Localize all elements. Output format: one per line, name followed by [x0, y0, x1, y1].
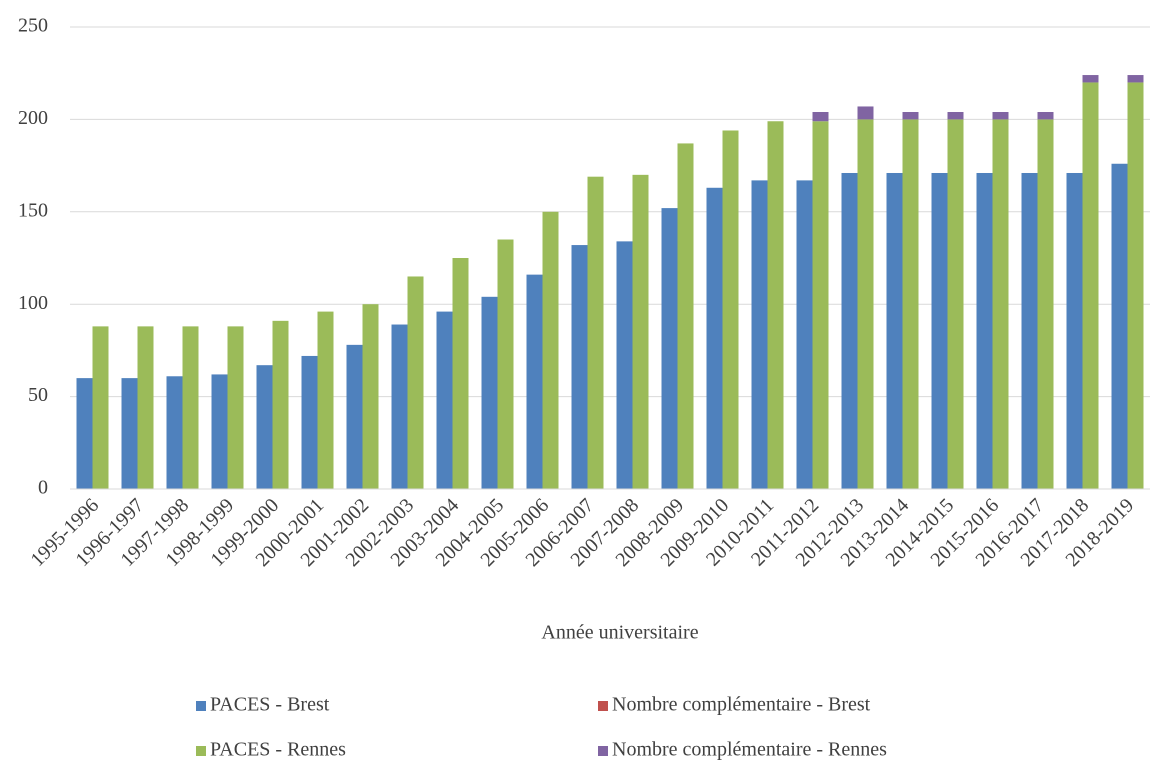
bar [497, 239, 514, 489]
bar [1037, 112, 1054, 120]
bar [841, 172, 858, 489]
y-tick-label: 100 [18, 292, 48, 314]
bar [857, 119, 874, 490]
bar [677, 143, 694, 489]
bar [1111, 163, 1128, 489]
legend-swatch [196, 701, 206, 711]
legend-swatch [598, 746, 608, 756]
bar [796, 180, 813, 489]
bar [1037, 119, 1054, 490]
bar [391, 324, 408, 489]
bar [1127, 75, 1144, 83]
bar [706, 187, 723, 489]
bar [301, 355, 318, 489]
bar [137, 326, 154, 489]
bar [661, 208, 678, 489]
legend-label: PACES - Brest [210, 694, 330, 716]
legend-label: Nombre complémentaire - Rennes [612, 739, 887, 761]
bar [947, 112, 964, 120]
y-tick-label: 0 [38, 477, 48, 499]
bar [452, 258, 469, 489]
y-tick-label: 50 [28, 384, 48, 406]
bar [542, 211, 559, 490]
bar [722, 130, 739, 489]
bar [182, 326, 199, 489]
bar [751, 180, 768, 489]
legend-label: PACES - Rennes [210, 739, 346, 761]
bar [1082, 75, 1099, 83]
bar [362, 304, 379, 489]
bar [616, 241, 633, 489]
legend-swatch [196, 746, 206, 756]
bar [812, 121, 829, 490]
bar [1066, 172, 1083, 489]
bar [526, 274, 543, 489]
bar [166, 376, 183, 489]
bar [947, 119, 964, 490]
bar [571, 245, 588, 489]
y-tick-label: 150 [18, 199, 48, 221]
bar [767, 121, 784, 490]
bar [272, 320, 289, 489]
bar [992, 112, 1009, 120]
bar [587, 176, 604, 490]
bar [886, 172, 903, 489]
bar [256, 365, 273, 489]
bar [76, 378, 93, 489]
bar [931, 172, 948, 489]
bar [1082, 82, 1099, 489]
legend-swatch [598, 701, 608, 711]
bar [857, 106, 874, 120]
bar [317, 311, 334, 489]
bar [992, 119, 1009, 490]
y-tick-label: 200 [18, 107, 48, 129]
bar [211, 374, 228, 489]
bar [1127, 82, 1144, 489]
bar [632, 174, 649, 489]
bar [902, 119, 919, 490]
bar [481, 296, 498, 489]
y-tick-label: 250 [18, 15, 48, 37]
bar [407, 276, 424, 489]
bar [976, 172, 993, 489]
bar [346, 344, 363, 489]
bar [227, 326, 244, 489]
bar [121, 378, 138, 489]
bar [812, 112, 829, 122]
legend-label: Nombre complémentaire - Brest [612, 694, 871, 716]
bar [902, 112, 919, 120]
x-axis-title: Année universitaire [541, 622, 698, 644]
bar [92, 326, 109, 489]
bar [436, 311, 453, 489]
bar [1021, 172, 1038, 489]
